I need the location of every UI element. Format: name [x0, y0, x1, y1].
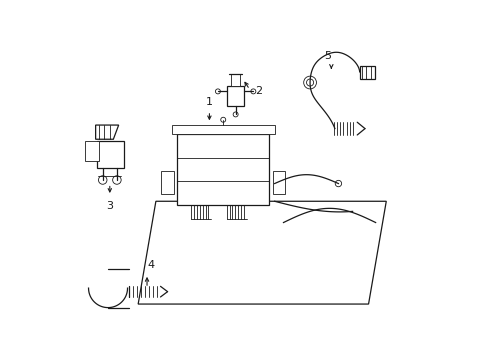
Bar [272, 171, 285, 194]
Text: 4: 4 [147, 260, 154, 270]
Circle shape [233, 112, 238, 117]
Bar [226, 86, 244, 105]
Bar [171, 125, 274, 134]
Text: 2: 2 [255, 86, 262, 96]
Bar [359, 66, 374, 79]
Bar [231, 74, 240, 86]
Circle shape [303, 76, 316, 89]
Text: 3: 3 [106, 201, 113, 211]
Bar [177, 134, 269, 205]
Circle shape [112, 176, 121, 184]
Circle shape [250, 89, 255, 94]
Circle shape [220, 117, 225, 122]
Text: 5: 5 [324, 51, 330, 61]
Circle shape [98, 176, 107, 184]
Bar [85, 141, 99, 161]
Text: 1: 1 [205, 97, 212, 107]
Bar [161, 171, 173, 194]
Circle shape [215, 89, 220, 94]
Circle shape [335, 180, 341, 187]
Circle shape [306, 79, 313, 86]
Bar [97, 141, 124, 168]
